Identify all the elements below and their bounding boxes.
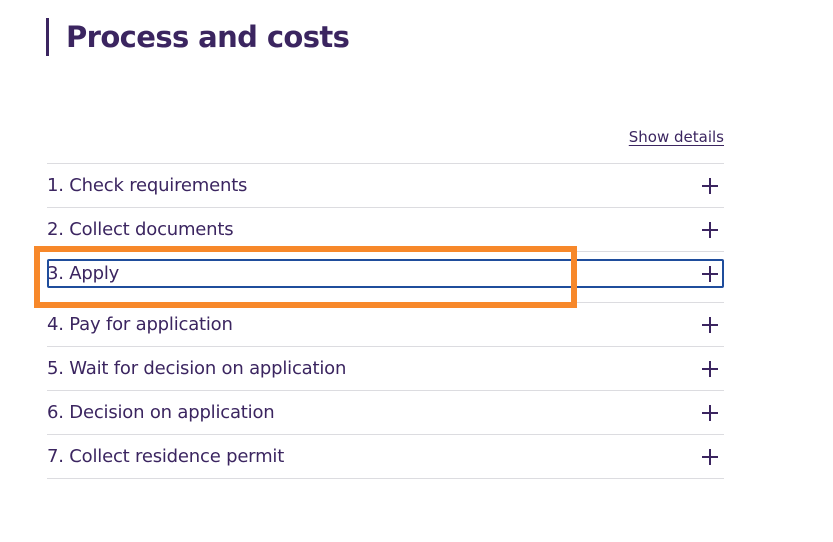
step-item-decision-on-application: 6. Decision on application xyxy=(47,391,724,435)
step-toggle-check-requirements[interactable]: 1. Check requirements xyxy=(47,164,724,207)
plus-icon xyxy=(700,359,720,379)
step-label: 1. Check requirements xyxy=(47,175,248,196)
step-toggle-collect-documents[interactable]: 2. Collect documents xyxy=(47,208,724,251)
step-label: 5. Wait for decision on application xyxy=(47,358,347,379)
step-label: 6. Decision on application xyxy=(47,402,275,423)
step-toggle-pay-for-application[interactable]: 4. Pay for application xyxy=(47,303,724,346)
step-label: 7. Collect residence permit xyxy=(47,446,285,467)
step-toggle-apply[interactable]: 3. Apply xyxy=(47,259,724,288)
plus-icon xyxy=(700,403,720,423)
step-toggle-wait-for-decision[interactable]: 5. Wait for decision on application xyxy=(47,347,724,390)
process-steps-accordion: 1. Check requirements 2. Collect documen… xyxy=(47,163,724,479)
plus-icon xyxy=(700,315,720,335)
step-item-apply: 3. Apply xyxy=(47,259,724,303)
page-heading: Process and costs xyxy=(46,18,350,56)
step-label: 4. Pay for application xyxy=(47,314,233,335)
step-label: 2. Collect documents xyxy=(47,219,234,240)
step-item-pay-for-application: 4. Pay for application xyxy=(47,303,724,347)
plus-icon xyxy=(700,264,720,284)
plus-icon xyxy=(700,447,720,467)
page-title: Process and costs xyxy=(66,19,350,54)
plus-icon xyxy=(700,220,720,240)
step-item-check-requirements: 1. Check requirements xyxy=(47,164,724,208)
show-details-link[interactable]: Show details xyxy=(628,128,724,146)
step-label: 3. Apply xyxy=(47,263,120,284)
step-item-wait-for-decision: 5. Wait for decision on application xyxy=(47,347,724,391)
step-item-collect-residence-permit: 7. Collect residence permit xyxy=(47,435,724,479)
step-item-collect-documents: 2. Collect documents xyxy=(47,208,724,252)
step-toggle-collect-residence-permit[interactable]: 7. Collect residence permit xyxy=(47,435,724,478)
step-toggle-decision-on-application[interactable]: 6. Decision on application xyxy=(47,391,724,434)
plus-icon xyxy=(700,176,720,196)
